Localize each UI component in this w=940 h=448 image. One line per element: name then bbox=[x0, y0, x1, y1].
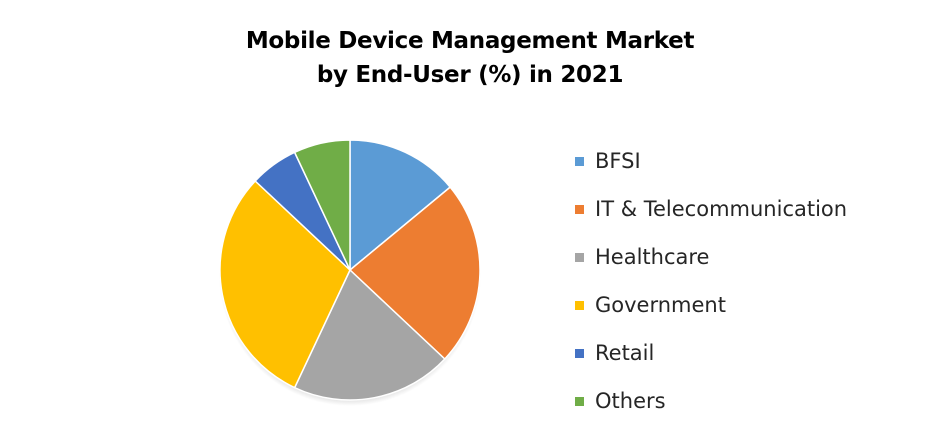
chart-title-line1: Mobile Device Management Market bbox=[245, 28, 695, 54]
legend-item-government: Government bbox=[575, 281, 847, 329]
legend-label-retail: Retail bbox=[595, 341, 655, 365]
pie-chart bbox=[219, 139, 481, 406]
legend-label-others: Others bbox=[595, 389, 666, 413]
legend-swatch-bfsi bbox=[575, 156, 584, 166]
legend-label-healthcare: Healthcare bbox=[595, 245, 710, 269]
legend-item-healthcare: Healthcare bbox=[575, 233, 847, 281]
chart-legend: BFSI IT & Telecommunication Healthcare G… bbox=[575, 137, 847, 425]
legend-item-retail: Retail bbox=[575, 329, 847, 377]
legend-item-bfsi: BFSI bbox=[575, 137, 847, 185]
legend-label-government: Government bbox=[595, 293, 726, 317]
pie-slice-it-telecommunication bbox=[349, 186, 481, 360]
legend-swatch-it-telecommunication bbox=[575, 204, 584, 214]
legend-label-it-telecommunication: IT & Telecommunication bbox=[595, 197, 848, 221]
legend-swatch-others bbox=[575, 396, 584, 406]
pie-slices bbox=[219, 139, 481, 401]
legend-item-it-telecommunication: IT & Telecommunication bbox=[575, 185, 847, 233]
legend-swatch-government bbox=[575, 300, 584, 310]
pie-slice-others bbox=[293, 139, 351, 271]
legend-swatch-healthcare bbox=[575, 252, 584, 262]
chart-title-line2: by End-User (%) in 2021 bbox=[316, 62, 624, 88]
chart-title: Mobile Device Management Market by End-U… bbox=[0, 24, 940, 92]
pie-slice-government bbox=[219, 180, 351, 389]
legend-item-others: Others bbox=[575, 377, 847, 425]
legend-swatch-retail bbox=[575, 348, 584, 358]
legend-label-bfsi: BFSI bbox=[595, 149, 641, 173]
pie-slice-healthcare bbox=[293, 269, 446, 401]
pie-slice-bfsi bbox=[349, 139, 451, 271]
